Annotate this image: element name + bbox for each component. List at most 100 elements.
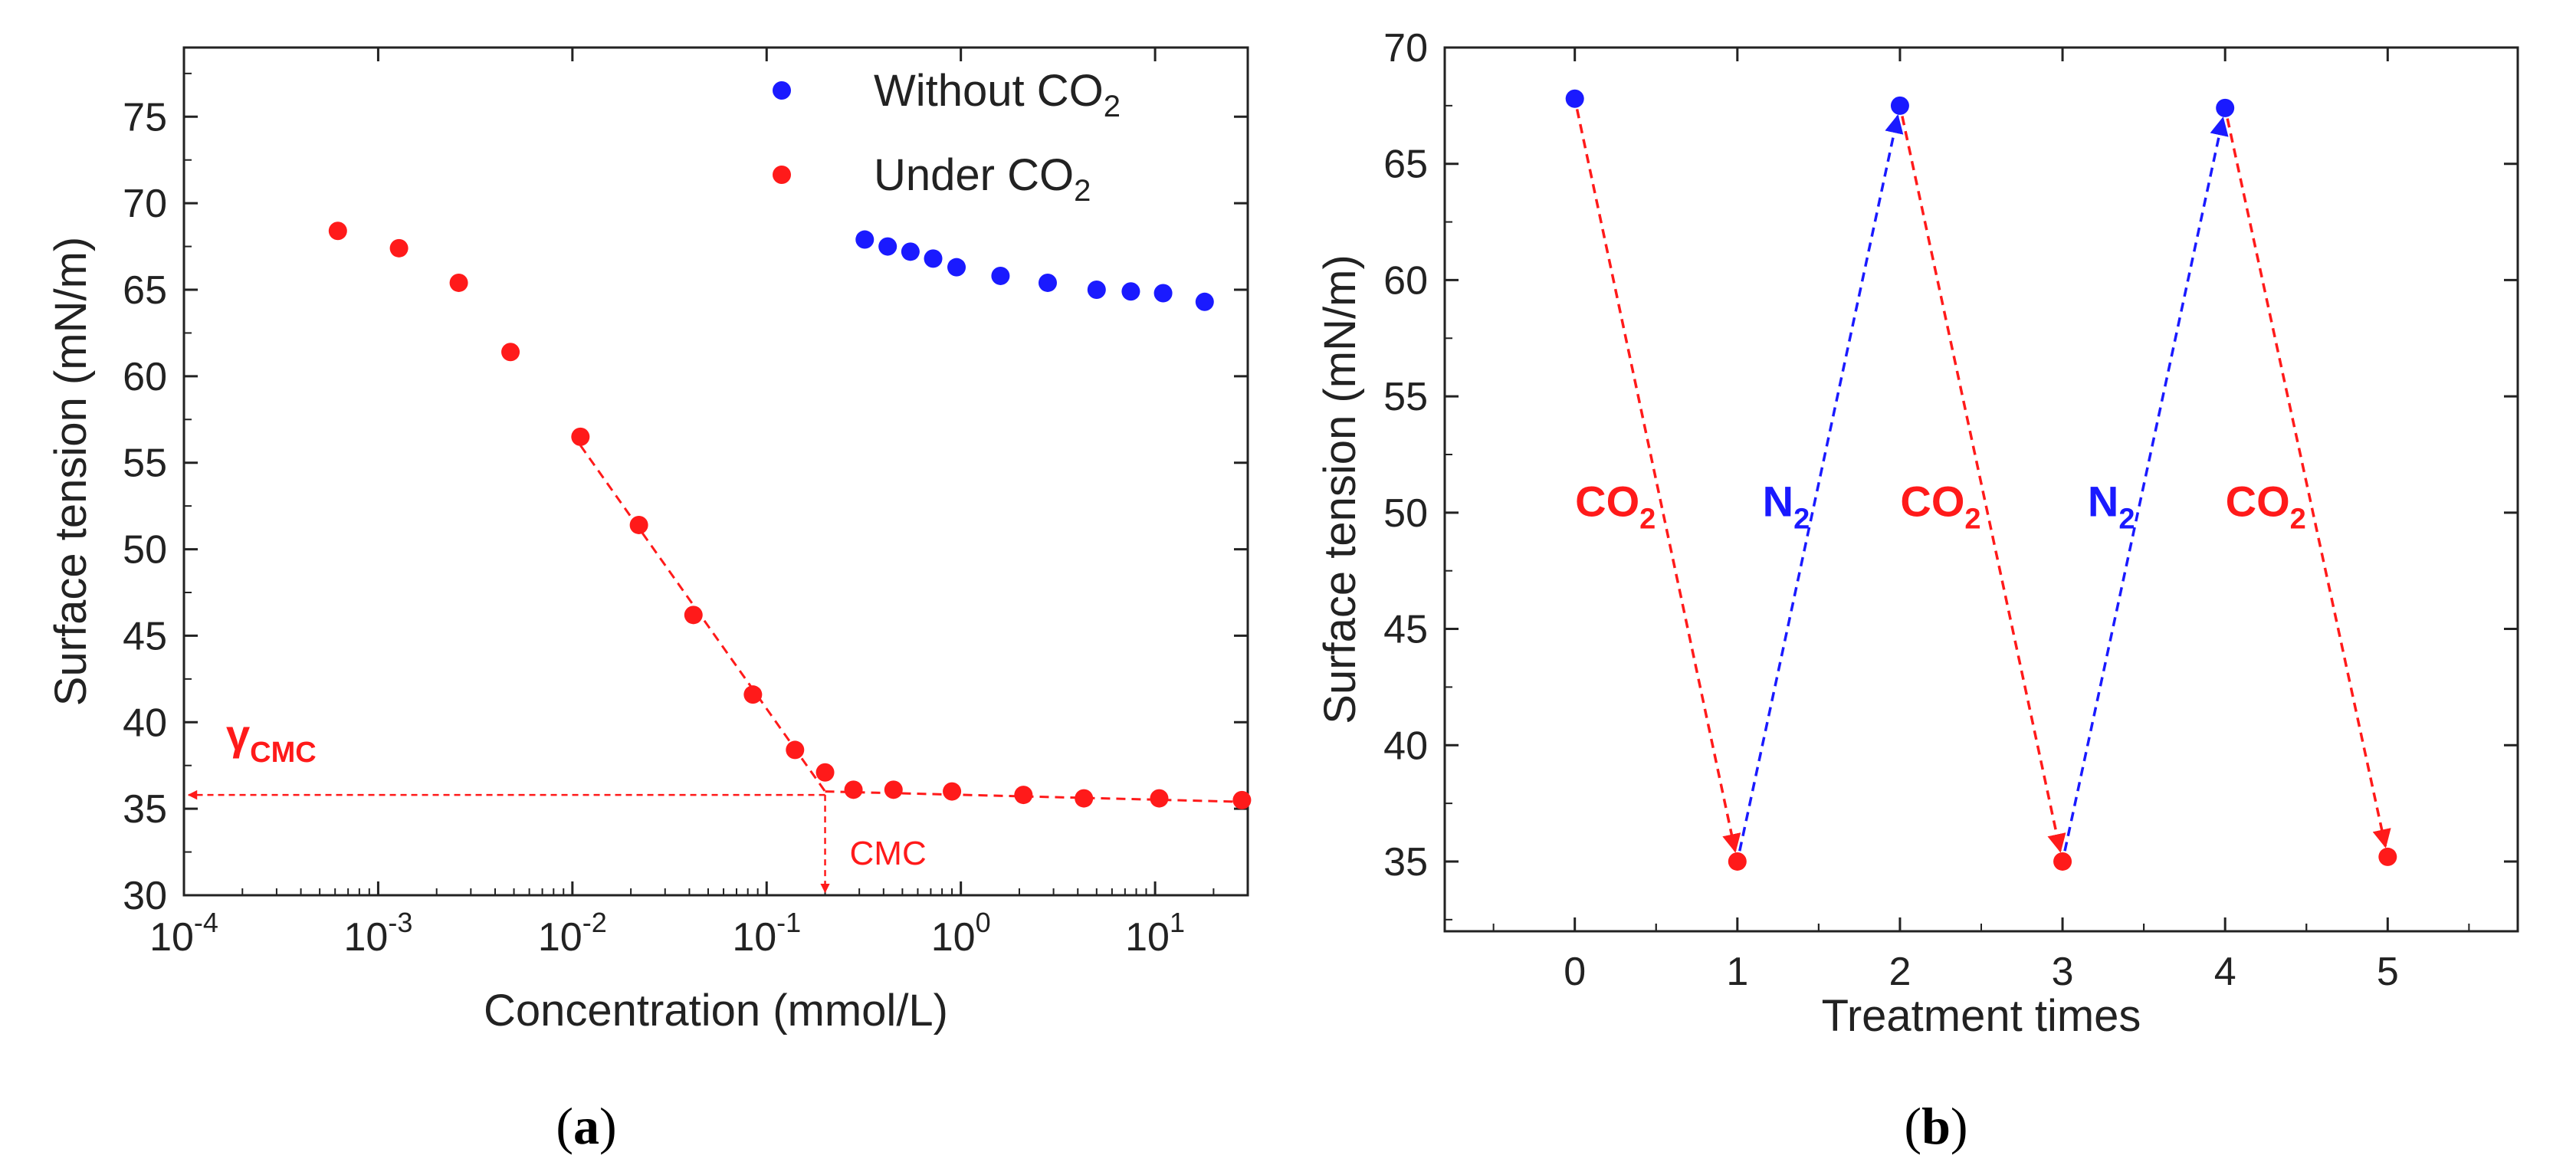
panel-a-legend-label-subscript: 2 xyxy=(1074,174,1091,208)
panel-a-y-tick-label: 60 xyxy=(123,355,167,399)
panel-a-point-without-co2 xyxy=(1195,292,1214,311)
panel-a-x-tick-base: 10 xyxy=(149,915,194,960)
panel-a-point-without-co2 xyxy=(901,242,920,261)
panel-a-point-under-co2 xyxy=(328,222,347,241)
panel-b-y-tick-label: 70 xyxy=(1383,26,1428,71)
panel-a-fit-line xyxy=(579,445,826,793)
panel-b-gas-label: CO2 xyxy=(1575,478,1656,536)
panel-a-legend-marker xyxy=(773,166,791,184)
panel-a-legend-label-main: Under CO xyxy=(874,150,1074,200)
panel-a-x-tick-label: 10-4 xyxy=(149,907,218,960)
panel-a-x-tick-base: 10 xyxy=(931,915,976,960)
panel-a-point-without-co2 xyxy=(878,237,897,256)
panel-a-point-under-co2 xyxy=(571,427,590,446)
panel-b-treatment-arrow xyxy=(1575,109,1741,853)
panel-a-gamma-cmc-label: γCMC xyxy=(226,711,317,769)
panel-a-plot-frame xyxy=(182,46,1249,897)
panel-a-point-under-co2 xyxy=(1014,786,1033,805)
panel-b-gas-label-subscript: 2 xyxy=(2290,504,2306,536)
panel-b-gas-label-main: CO xyxy=(1900,478,1964,526)
panel-a-y-axis-label: Surface tension (mN/m) xyxy=(46,237,96,706)
panel-b-treatment-arrow xyxy=(2226,118,2391,848)
panel-b-y-tick-label: 45 xyxy=(1383,608,1428,652)
panel-a-legend-marker xyxy=(773,81,791,100)
panel-a-point-under-co2 xyxy=(389,238,409,258)
panel-b-gas-label-subscript: 2 xyxy=(1793,504,1810,536)
panel-a-x-tick-base: 10 xyxy=(1125,915,1170,960)
panel-a-x-tick-base: 10 xyxy=(343,915,388,960)
panel-a-legend-label-main: Without CO xyxy=(874,66,1104,116)
panel-a-point-under-co2 xyxy=(449,273,468,292)
panel-b-gas-label-subscript: 2 xyxy=(1964,504,1980,536)
panel-b-y-tick-label: 55 xyxy=(1383,375,1428,419)
panel-b-x-tick-label: 5 xyxy=(2377,950,2399,994)
panel-b-x-tick-label: 0 xyxy=(1564,950,1586,994)
panel-b-x-axis-label: Treatment times xyxy=(1822,991,2141,1041)
panel-b-gas-label: N2 xyxy=(1763,478,1810,536)
panel-a-x-tick-base: 10 xyxy=(538,915,582,960)
panel-a-x-tick-label: 10-3 xyxy=(343,907,412,960)
panel-a-point-under-co2 xyxy=(844,780,863,799)
panel-b-point xyxy=(1728,852,1747,871)
panel-b-y-tick-label: 65 xyxy=(1383,143,1428,187)
panel-a-point-under-co2 xyxy=(1150,789,1169,808)
panel-a-x-tick-exponent: -2 xyxy=(582,907,607,938)
panel-b-caption: (b) xyxy=(1904,1097,1967,1155)
panel-a-x-tick-label: 10-1 xyxy=(732,907,801,960)
panel-a-x-tick-exponent: 1 xyxy=(1170,907,1185,938)
panel-a-letter: a xyxy=(573,1097,599,1155)
panel-a-y-tick-label: 70 xyxy=(123,182,167,226)
panel-b-treatment-arrow xyxy=(1738,114,1904,852)
panel-a-x-tick-label: 100 xyxy=(931,907,991,960)
panel-a-legend-label: Under CO2 xyxy=(874,150,1091,208)
panel-b-y-tick-label: 50 xyxy=(1383,491,1428,536)
panel-a-legend-label-subscript: 2 xyxy=(1104,90,1121,123)
panel-a-y-tick-label: 45 xyxy=(123,614,167,658)
panel-a-x-tick-exponent: -3 xyxy=(388,907,412,938)
panel-a-point-under-co2 xyxy=(743,685,763,704)
panel-b-x-tick-label: 1 xyxy=(1726,950,1748,994)
panel-b-point xyxy=(2378,847,2397,866)
panel-a-caption: (a) xyxy=(556,1097,616,1155)
panel-a-point-without-co2 xyxy=(1087,281,1106,299)
panel-a-y-tick-label: 65 xyxy=(123,268,167,313)
panel-a-x-tick-label: 10-2 xyxy=(538,907,607,960)
panel-b-y-tick-label: 60 xyxy=(1383,258,1428,303)
panel-a-point-under-co2 xyxy=(815,763,835,782)
panel-a-cmc-label: CMC xyxy=(850,835,927,872)
panel-a-x-tick-exponent: -1 xyxy=(776,907,801,938)
panel-a-x-tick-exponent: -4 xyxy=(194,907,218,938)
panel-a-point-under-co2 xyxy=(943,782,962,801)
panel-b-letter: b xyxy=(1921,1097,1951,1155)
panel-a-y-tick-label: 75 xyxy=(123,95,167,139)
panel-b-y-tick-label: 35 xyxy=(1383,840,1428,885)
panel-a-point-without-co2 xyxy=(1121,282,1140,301)
panel-a-y-tick-label: 30 xyxy=(123,874,167,918)
panel-b-gas-label-subscript: 2 xyxy=(1639,504,1656,536)
panel-a-point-without-co2 xyxy=(855,230,875,249)
panel-a-point-under-co2 xyxy=(884,780,903,799)
panel-a-point-without-co2 xyxy=(991,266,1010,285)
panel-b-gas-label: CO2 xyxy=(2226,478,2306,536)
panel-b-point xyxy=(2053,852,2072,871)
panel-a-y-tick-label: 40 xyxy=(123,701,167,745)
panel-b-gas-label-subscript: 2 xyxy=(2118,504,2135,536)
panel-a-y-tick-label: 50 xyxy=(123,528,167,573)
panel-b-point xyxy=(1565,89,1584,108)
panel-a-x-axis-label: Concentration (mmol/L) xyxy=(484,986,948,1036)
panel-b-point xyxy=(1890,96,1909,115)
panel-a-point-without-co2 xyxy=(924,249,943,268)
panel-a-point-without-co2 xyxy=(1153,284,1173,303)
panel-b-treatment-arrow xyxy=(2063,117,2229,852)
panel-a-point-under-co2 xyxy=(786,740,805,760)
panel-a-point-without-co2 xyxy=(1038,273,1057,292)
panel-b-gas-label-main: CO xyxy=(1575,478,1639,526)
panel-a-point-under-co2 xyxy=(501,343,520,362)
panel-b-gas-label-main: CO xyxy=(2226,478,2290,526)
panel-b-marks: CO2 N2 CO2 N2 CO2 xyxy=(1565,89,2397,871)
